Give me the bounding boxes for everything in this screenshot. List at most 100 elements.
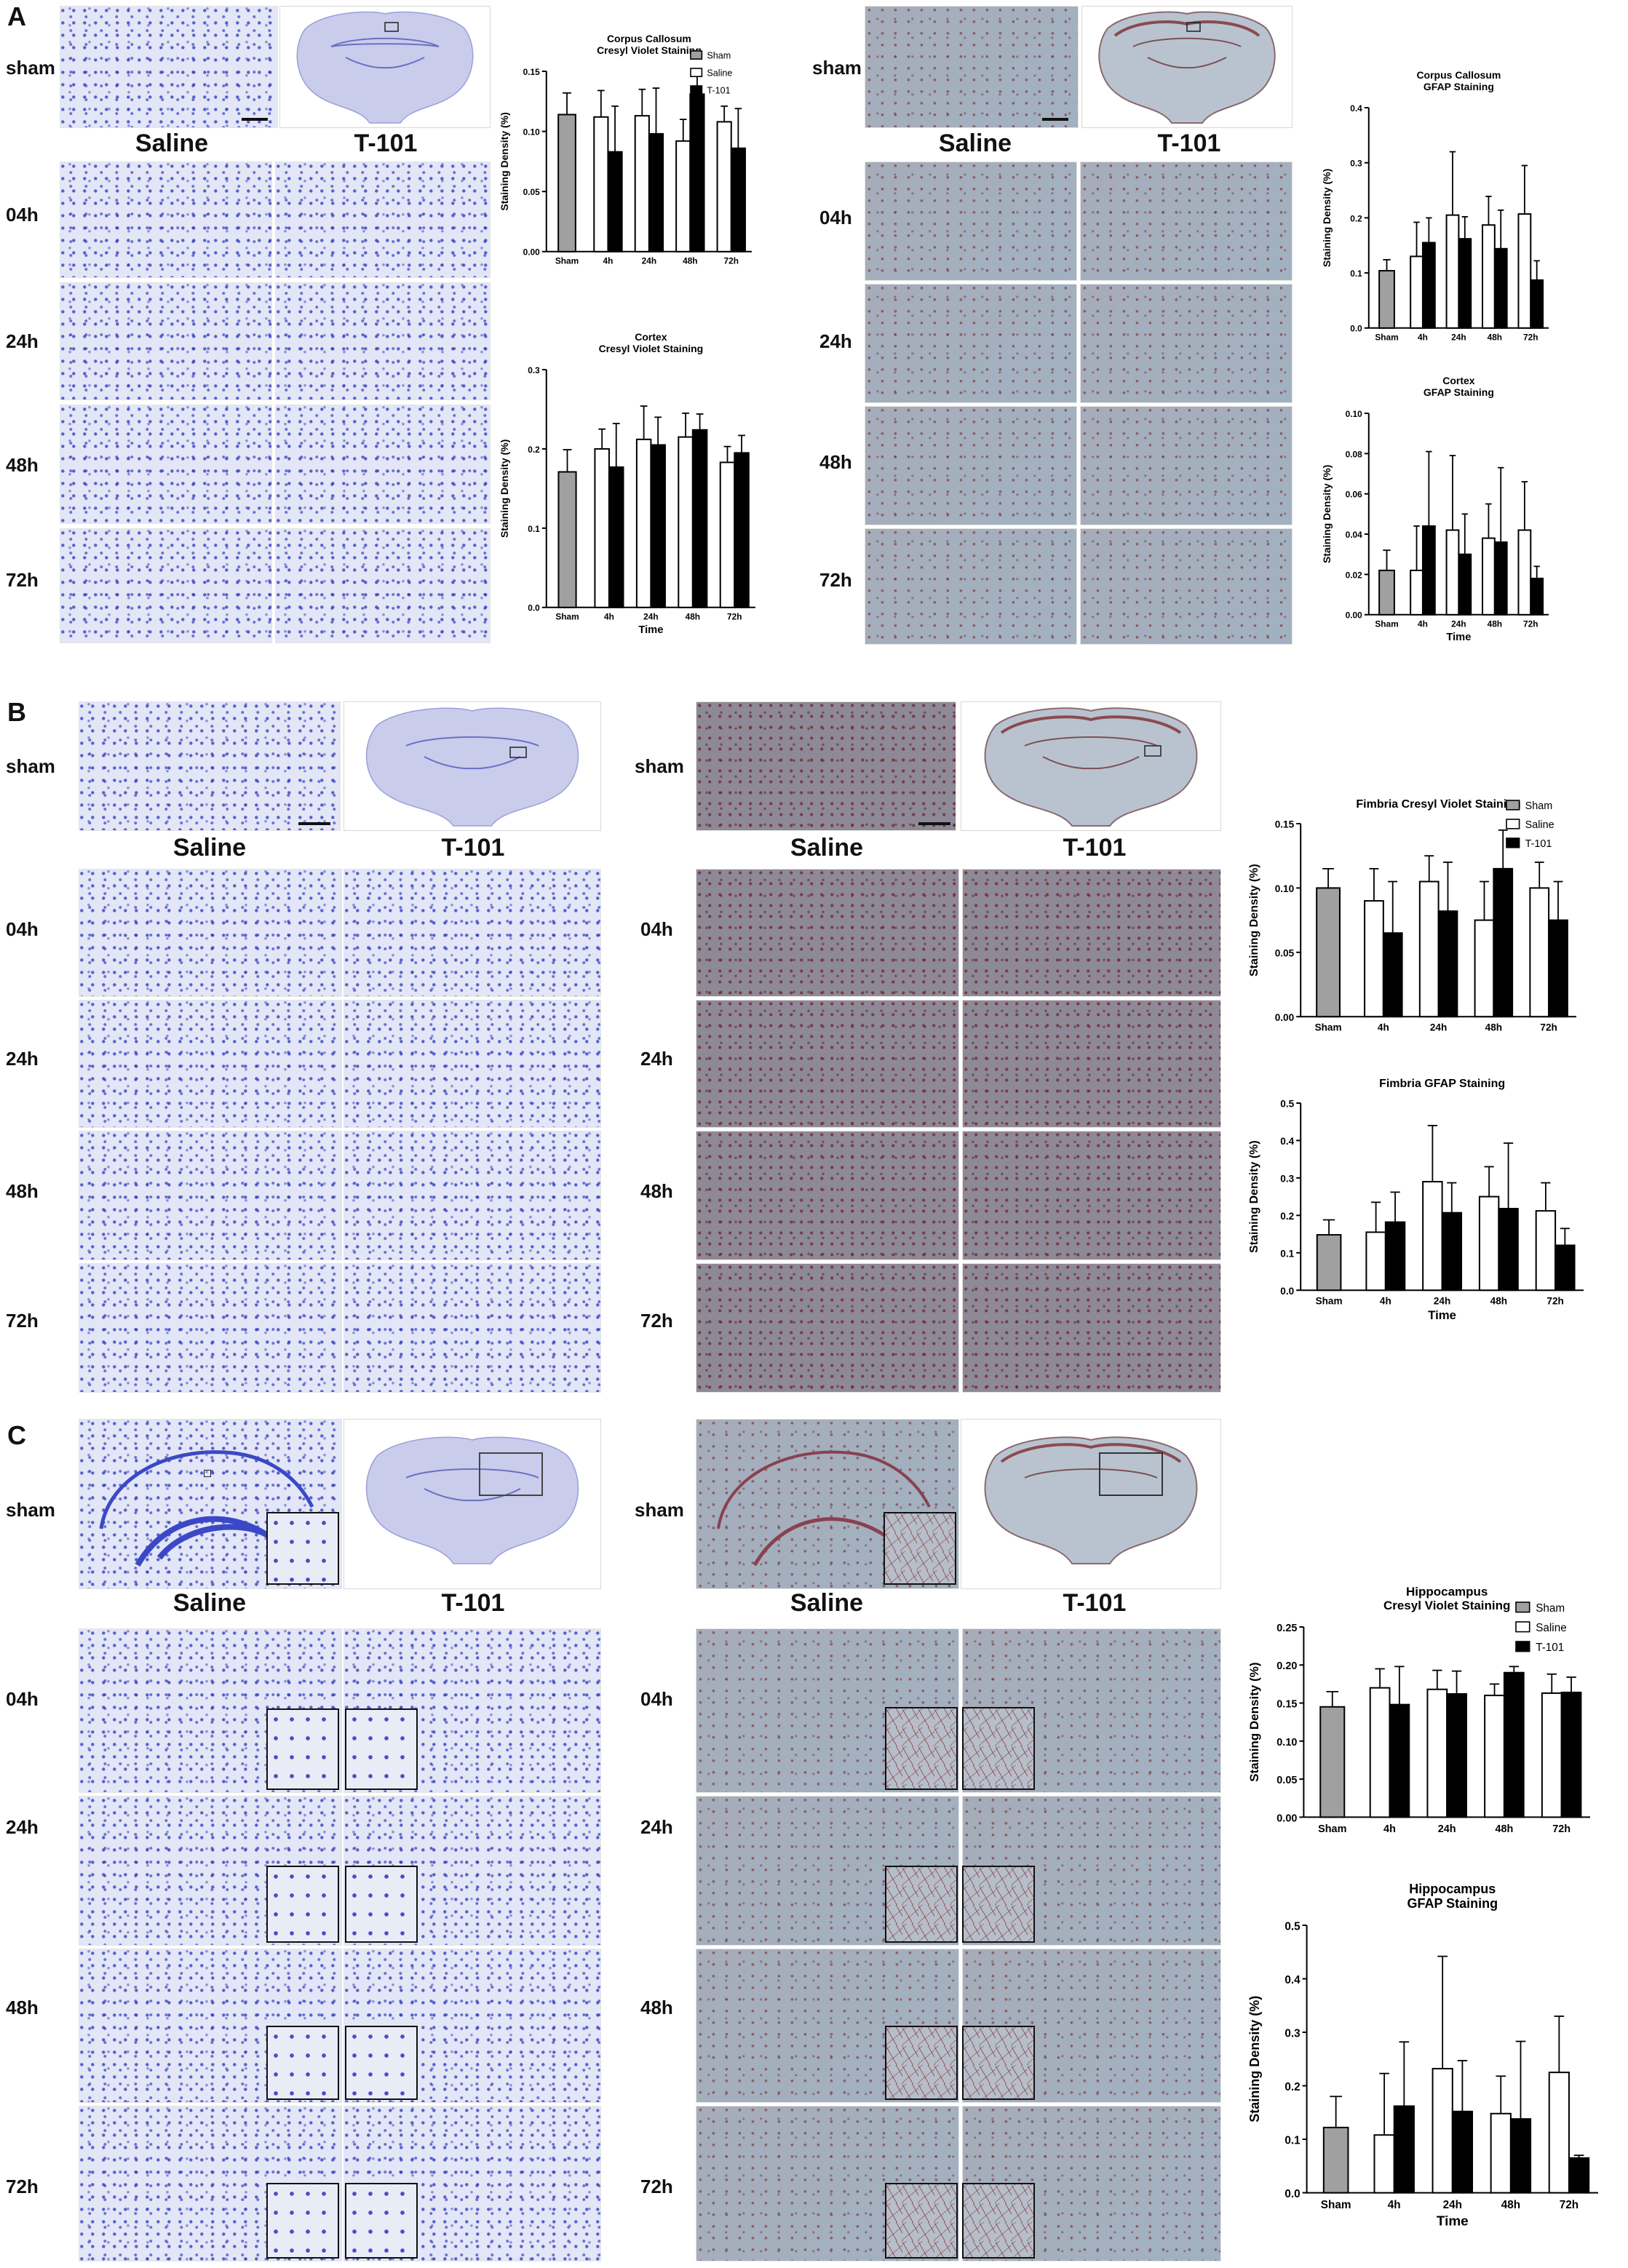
x-tick-label: 4h: [1388, 2199, 1401, 2211]
micrograph-a-cresyl-saline-04h: [60, 162, 272, 278]
row-label-48h: 48h: [6, 1997, 39, 2018]
y-tick-label: 0.2: [1280, 1211, 1294, 1222]
row-label-sham: sham: [635, 755, 684, 777]
legend-label: Saline: [1525, 819, 1554, 831]
bar: [634, 115, 650, 252]
row-label-72h: 72h: [6, 569, 39, 591]
row-label-sham: sham: [6, 1499, 55, 1521]
x-tick-label: 24h: [1438, 1823, 1456, 1835]
micrograph-a-gfap-saline-72h: [865, 528, 1077, 645]
bar: [1503, 1671, 1525, 1818]
y-axis-label: Staining Density (%): [499, 439, 510, 538]
bar: [716, 121, 732, 252]
y-tick-label: 0.15: [1275, 819, 1295, 830]
bar: [1548, 919, 1568, 1018]
bar: [1482, 224, 1496, 329]
panel-letter-a: A: [7, 1, 26, 31]
micrograph-a-cresyl-t101-04h: [275, 162, 491, 278]
y-tick-label: 0.05: [1276, 1775, 1297, 1786]
column-label-t101: T-101: [441, 834, 505, 862]
row-label-sham: sham: [812, 57, 862, 79]
row-label-72h: 72h: [640, 1310, 673, 1332]
chart-title: Cresyl Violet Staining: [597, 44, 702, 56]
row-label-72h: 72h: [6, 1310, 39, 1332]
legend-swatch: [690, 50, 703, 60]
bar: [1458, 238, 1472, 329]
y-tick-label: 0.00: [1275, 1012, 1294, 1023]
scale-bar: [1042, 118, 1068, 121]
x-axis-label: Time: [638, 624, 663, 636]
x-tick-label: Sham: [1316, 1295, 1343, 1306]
chart-title: Cresyl Violet Staining: [599, 343, 704, 354]
bar: [557, 114, 576, 252]
column-label-saline: Saline: [135, 130, 209, 157]
inset-location-marker: [204, 1470, 211, 1477]
micrograph-a-gfap-t101-48h: [1080, 406, 1293, 525]
bar: [678, 436, 694, 608]
y-tick-label: 0.1: [1284, 2134, 1301, 2146]
legend-swatch: [690, 68, 703, 77]
bar: [675, 140, 691, 252]
legend-swatch: [1506, 800, 1520, 811]
x-tick-label: 48h: [686, 612, 701, 622]
micrograph-b-cresyl-saline-04h: [79, 869, 342, 997]
x-tick-label: Sham: [1318, 1823, 1346, 1835]
micrograph-b-gfap-t101-72h: [962, 1263, 1221, 1393]
x-axis-label: Time: [1437, 2214, 1469, 2229]
y-tick-label: 0.05: [1275, 947, 1295, 958]
bar: [1410, 569, 1423, 616]
bar: [1548, 2072, 1570, 2194]
micrograph-a-cresyl-saline-24h: [60, 282, 272, 400]
bar: [1421, 525, 1436, 616]
chart-title: Cortex: [1442, 375, 1475, 386]
brain-section-thumbnail: [279, 6, 491, 128]
bar: [1490, 2112, 1512, 2194]
brain-section-thumbnail: [1081, 6, 1293, 128]
row-label-48h: 48h: [819, 451, 852, 473]
scale-bar: [298, 822, 330, 825]
column-label-t101: T-101: [441, 1589, 505, 1617]
x-tick-label: 24h: [1451, 333, 1466, 343]
x-tick-label: Sham: [1375, 333, 1398, 343]
y-axis-label: Staining Density (%): [499, 112, 510, 210]
y-tick-label: 0.25: [1276, 1623, 1297, 1634]
chart-title: GFAP Staining: [1407, 1896, 1498, 1911]
bar: [1316, 1234, 1342, 1292]
x-tick-label: 48h: [1488, 333, 1503, 343]
bar: [1493, 247, 1508, 329]
bar: [1426, 1688, 1448, 1818]
column-label-t101: T-101: [1063, 834, 1127, 862]
bar: [1378, 569, 1395, 616]
bar: [1441, 1211, 1463, 1292]
chart-fimbria-gfap: Fimbria GFAP Staining Staining Density (%…: [1248, 1078, 1584, 1322]
x-tick-label: 72h: [727, 612, 742, 622]
y-tick-label: 0.3: [1280, 1173, 1294, 1184]
chart-title: Cortex: [635, 331, 667, 343]
y-axis-label: Staining Density (%): [1248, 1140, 1260, 1253]
bar: [1410, 255, 1423, 329]
bar: [1393, 2105, 1415, 2194]
scale-bar: [918, 822, 950, 825]
chart-fimbria-cresyl: Fimbria Cresyl Violet Staining Staining D…: [1248, 798, 1576, 1032]
y-tick-label: 0.10: [1346, 409, 1363, 419]
x-tick-label: 72h: [1523, 333, 1538, 343]
row-label-72h: 72h: [819, 569, 852, 591]
micrograph-a-gfap-saline-48h: [865, 406, 1077, 525]
row-label-24h: 24h: [6, 1048, 39, 1070]
chart-title: Corpus Callosum: [1416, 69, 1501, 81]
bar: [635, 438, 652, 608]
y-tick-label: 0.10: [523, 127, 541, 138]
scale-bar: [242, 118, 268, 121]
y-tick-label: 0.00: [523, 247, 541, 258]
y-axis-label: Staining Density (%): [1247, 1996, 1262, 2122]
row-label-24h: 24h: [640, 1816, 673, 1838]
y-tick-label: 0.04: [1346, 530, 1363, 540]
bar: [1445, 214, 1460, 329]
x-tick-label: 24h: [1443, 2199, 1462, 2211]
micrograph-a-cresyl-saline-48h: [60, 405, 272, 524]
micrograph-b-gfap-t101-24h: [962, 1000, 1221, 1128]
y-tick-label: 0.4: [1280, 1136, 1294, 1147]
